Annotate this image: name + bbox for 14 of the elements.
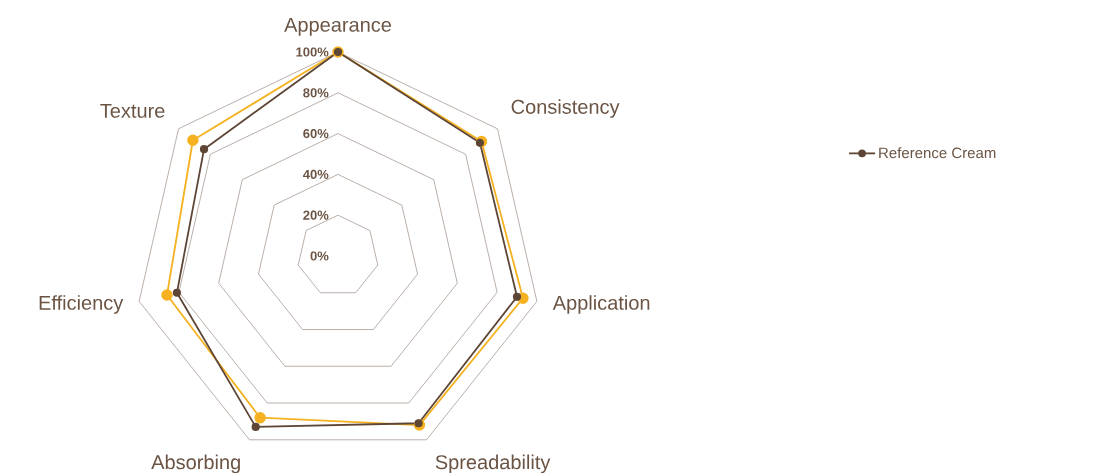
spoke-label: Absorbing [151, 454, 240, 473]
legend-label: Reference Cream [879, 147, 996, 159]
y-tick-label: 60% [303, 128, 329, 139]
spoke-label: Efficiency [39, 295, 124, 314]
spoke-label: Appearance [284, 17, 392, 36]
spoke-label: Application [552, 295, 650, 314]
y-tick-label: 80% [303, 88, 329, 98]
y-tick-label: 20% [303, 210, 329, 220]
spoke-label: Consistency [511, 99, 620, 118]
y-tick-label: 0% [310, 251, 329, 261]
y-tick-label: 40% [302, 169, 329, 179]
spoke-label: Spreadability [435, 454, 551, 473]
y-tick-label: 100% [296, 47, 329, 57]
spoke-label: Texture [100, 103, 165, 118]
